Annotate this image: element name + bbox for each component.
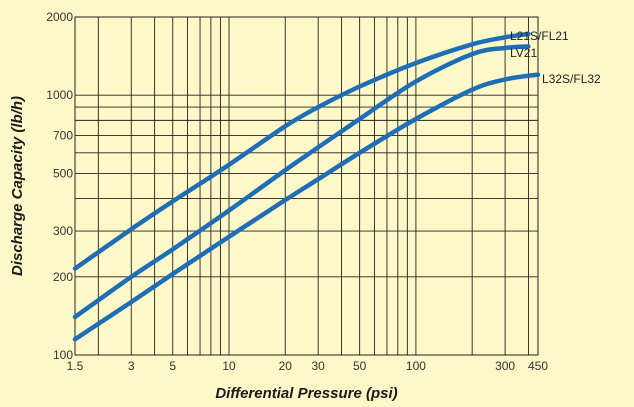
series-labels: L21S/FL21 LV21 L32S/FL32 — [510, 29, 601, 86]
x-tick-label: 450 — [528, 359, 548, 373]
y-tick-label: 300 — [53, 224, 73, 238]
y-tick-label: 100 — [53, 348, 73, 362]
x-tick-label: 100 — [406, 359, 426, 373]
series-line-l32s-fl32 — [72, 72, 541, 342]
y-tick-label: 1000 — [46, 88, 73, 102]
series-lines — [72, 31, 541, 342]
y-axis-title: Discharge Capacity (lb/h) — [9, 96, 26, 276]
series-line-l21s-fl21 — [72, 31, 531, 271]
y-tick-label: 700 — [53, 128, 73, 142]
x-tick-label: 3 — [128, 359, 135, 373]
series-line-lv21 — [72, 44, 531, 320]
tick-labels: 1.5 3 5 10 20 30 50 100 300 450 100 200 300 500 700 100… — [46, 10, 548, 373]
x-tick-label: 20 — [279, 359, 293, 373]
x-tick-label: 1.5 — [67, 359, 84, 373]
x-tick-label: 30 — [311, 359, 325, 373]
y-tick-label: 200 — [53, 270, 73, 284]
x-tick-label: 50 — [353, 359, 367, 373]
series-label: L21S/FL21 — [510, 29, 569, 43]
y-tick-label: 500 — [53, 166, 73, 180]
x-tick-label: 300 — [495, 359, 515, 373]
series-label: L32S/FL32 — [542, 72, 601, 86]
x-axis-title: Differential Pressure (psi) — [215, 385, 397, 402]
grid — [75, 17, 538, 355]
y-tick-label: 2000 — [46, 10, 73, 24]
x-tick-label: 10 — [222, 359, 236, 373]
series-label: LV21 — [510, 46, 537, 60]
plot-area-frame — [74, 16, 539, 356]
x-tick-label: 5 — [169, 359, 176, 373]
